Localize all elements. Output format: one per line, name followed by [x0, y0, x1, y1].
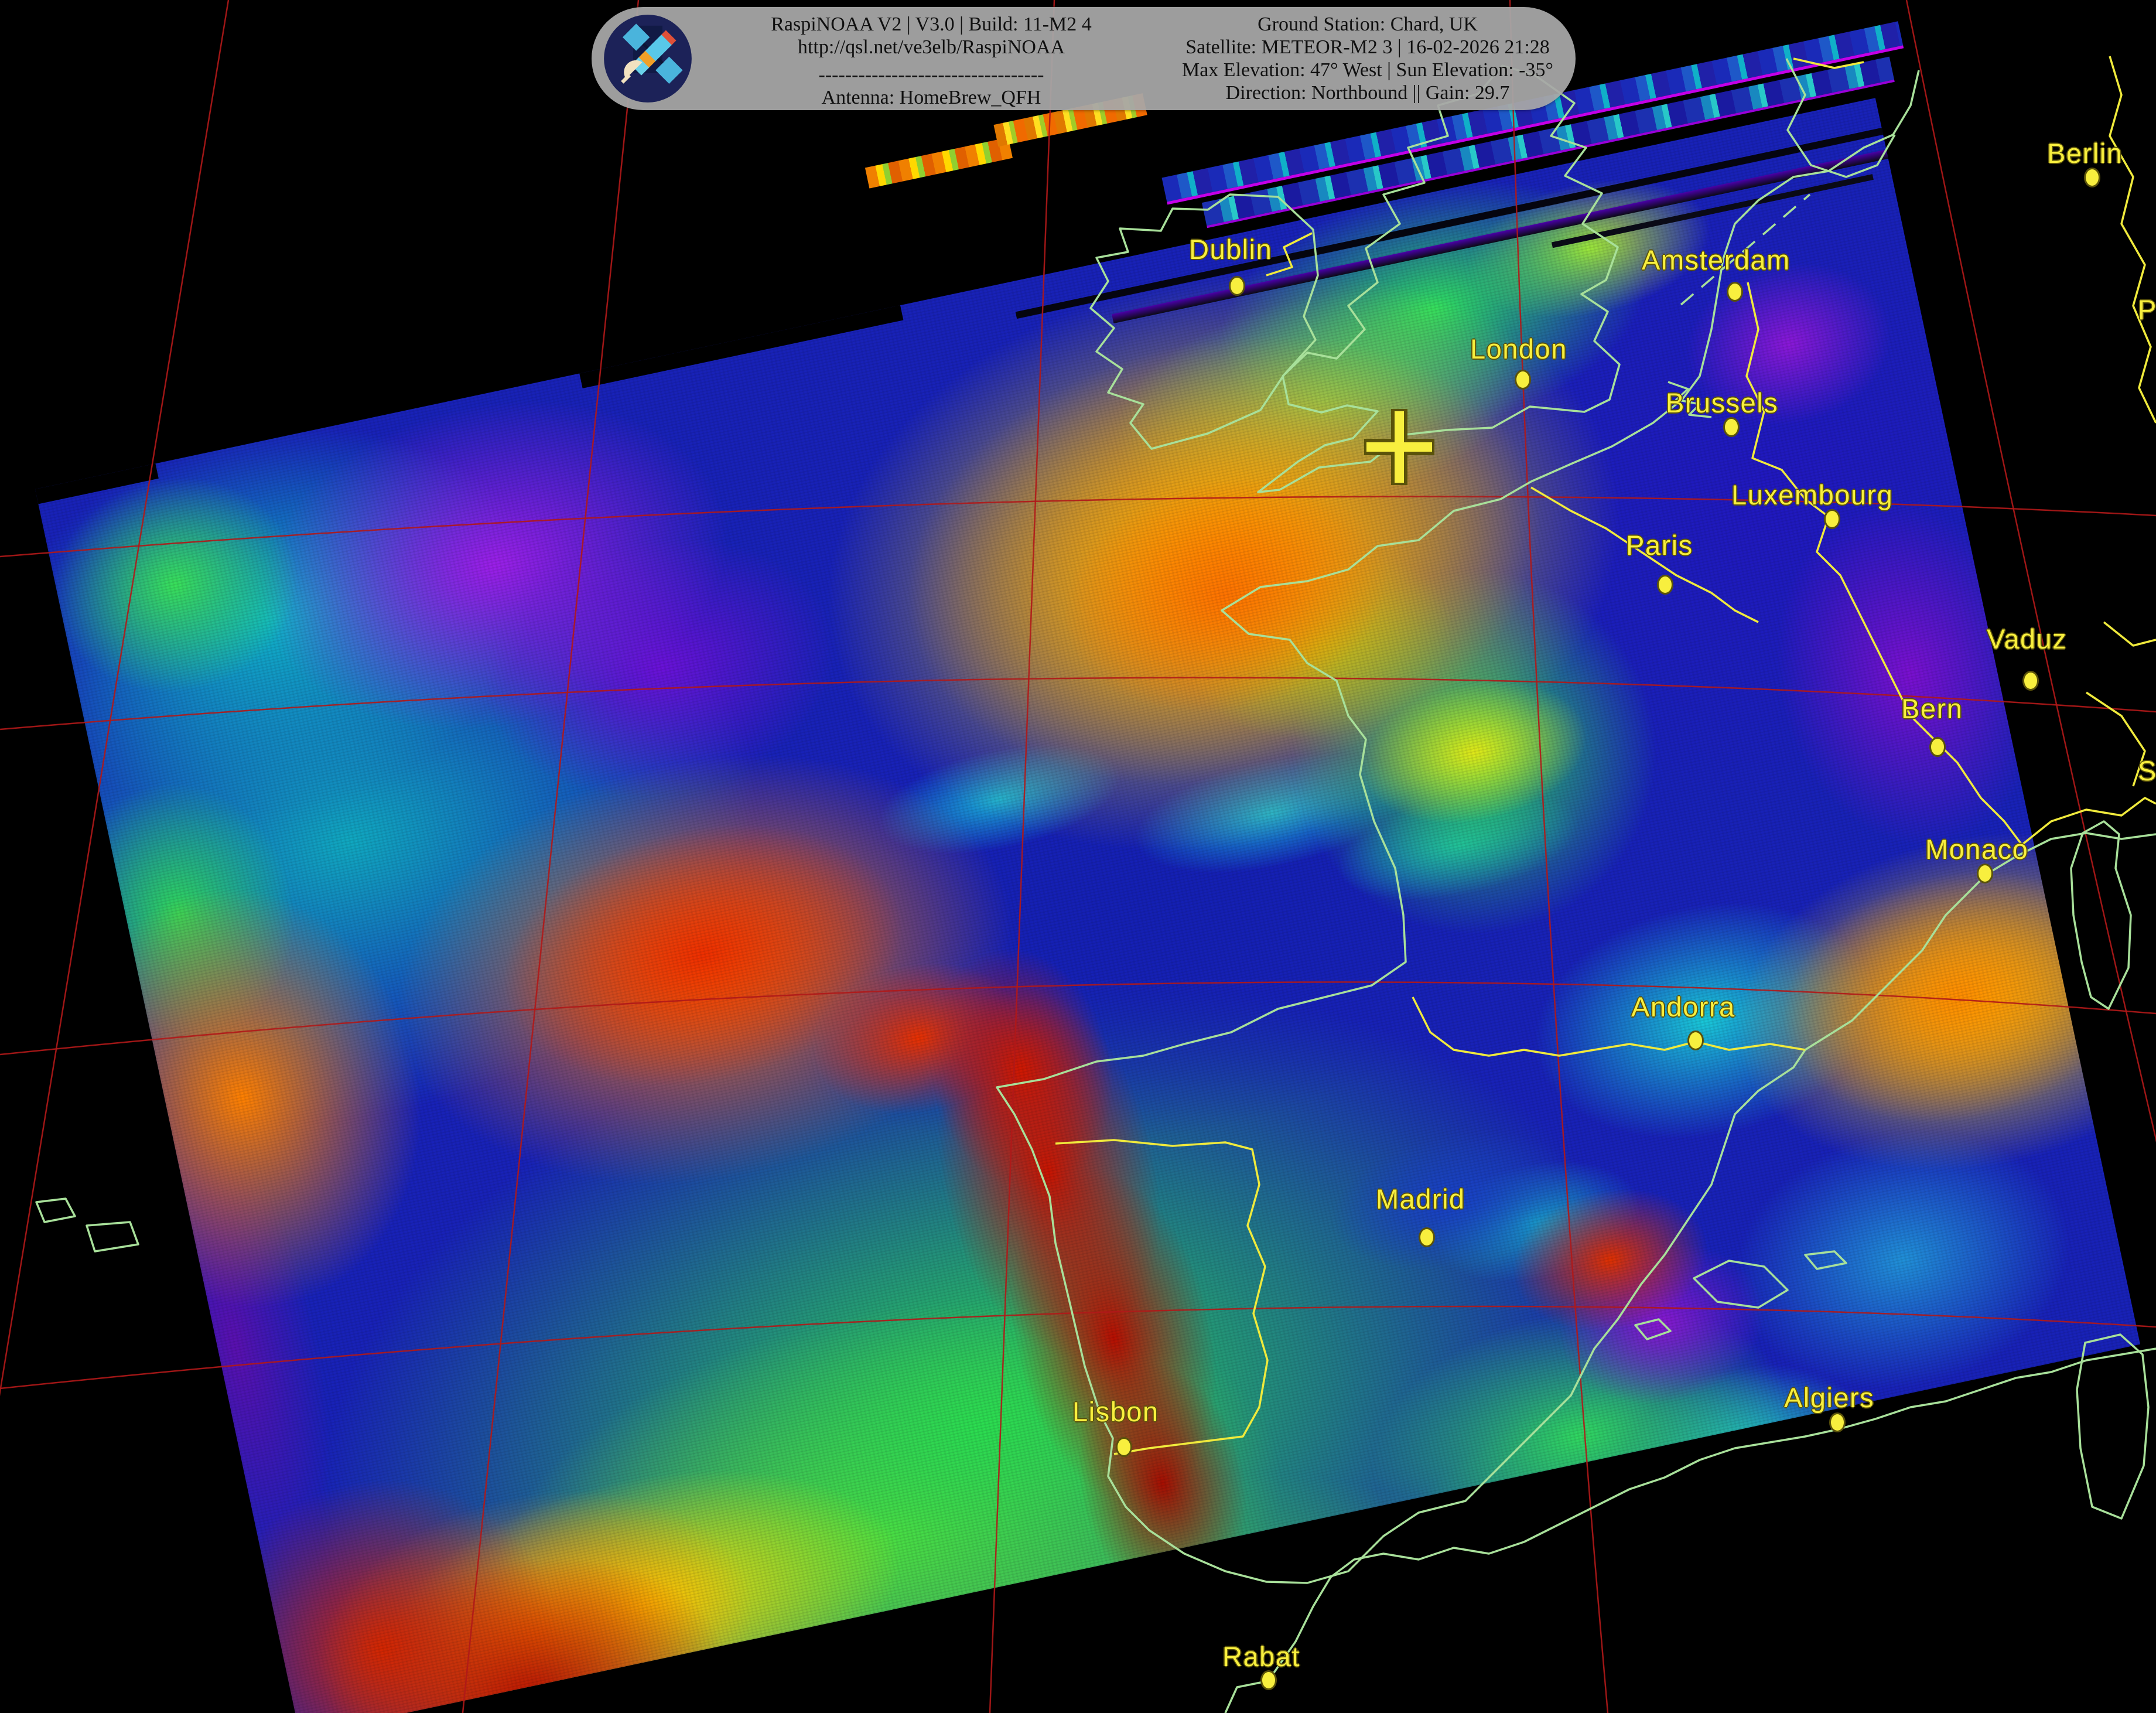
city-label-amsterdam: Amsterdam	[1642, 244, 1791, 275]
partial-city-label: S	[2138, 755, 2156, 786]
city-dot-madrid	[1419, 1227, 1435, 1247]
city-label-dublin: Dublin	[1189, 234, 1273, 265]
banner-left-column: RaspiNOAA V2 | V3.0 | Build: 11-M2 4 htt…	[697, 13, 1166, 109]
antenna-line: Antenna: HomeBrew_QFH	[821, 87, 1041, 108]
ground-station-cross-icon	[1364, 409, 1434, 485]
city-dot-vaduz	[2022, 671, 2039, 691]
city-label-brussels: Brussels	[1666, 387, 1779, 418]
app-url-line: http://qsl.net/ve3elb/RaspiNOAA	[797, 36, 1065, 58]
city-dot-algiers	[1829, 1412, 1846, 1432]
satellite-line: Satellite: METEOR-M2 3 | 16-02-2026 21:2…	[1185, 36, 1550, 58]
city-dot-lisbon	[1116, 1437, 1132, 1457]
city-label-london: London	[1470, 333, 1567, 364]
direction-gain-line: Direction: Northbound || Gain: 29.7	[1225, 82, 1510, 104]
divider-line: ----------------------------------	[818, 64, 1044, 86]
city-label-luxembourg: Luxembourg	[1731, 479, 1894, 510]
city-label-paris: Paris	[1626, 530, 1693, 561]
satellite-icon	[604, 15, 692, 103]
city-label-andorra: Andorra	[1631, 991, 1735, 1022]
city-label-monaco: Monaco	[1925, 834, 2029, 865]
banner-right-column: Ground Station: Chard, UK Satellite: MET…	[1166, 13, 1570, 104]
city-label-bern: Bern	[1901, 693, 1963, 724]
city-label-madrid: Madrid	[1376, 1183, 1465, 1214]
city-label-algiers: Algiers	[1784, 1382, 1875, 1413]
elevation-line: Max Elevation: 47° West | Sun Elevation:…	[1181, 59, 1554, 81]
city-dot-monaco	[1977, 864, 1993, 883]
city-dot-amsterdam	[1727, 282, 1743, 302]
city-dot-paris	[1657, 575, 1673, 595]
city-label-vaduz: Vaduz	[1987, 623, 2068, 654]
partial-city-label: P	[2138, 294, 2156, 325]
city-dot-bern	[1929, 737, 1946, 757]
coastlines	[35, 58, 2156, 1713]
city-dot-dublin	[1229, 276, 1245, 296]
app-version-line: RaspiNOAA V2 | V3.0 | Build: 11-M2 4	[771, 13, 1092, 35]
city-dot-berlin	[2084, 168, 2100, 187]
country-borders	[1055, 56, 2156, 1455]
city-dot-rabat	[1260, 1670, 1277, 1690]
station-info-banner: RaspiNOAA V2 | V3.0 | Build: 11-M2 4 htt…	[592, 7, 1576, 110]
city-dot-andorra	[1687, 1030, 1704, 1050]
city-dot-london	[1515, 370, 1531, 390]
ground-station-line: Ground Station: Chard, UK	[1258, 13, 1478, 35]
city-dot-luxembourg	[1824, 509, 1840, 529]
city-label-berlin: Berlin	[2047, 138, 2123, 169]
city-dot-brussels	[1723, 417, 1740, 437]
city-label-lisbon: Lisbon	[1072, 1396, 1159, 1427]
city-label-rabat: Rabat	[1222, 1641, 1300, 1672]
